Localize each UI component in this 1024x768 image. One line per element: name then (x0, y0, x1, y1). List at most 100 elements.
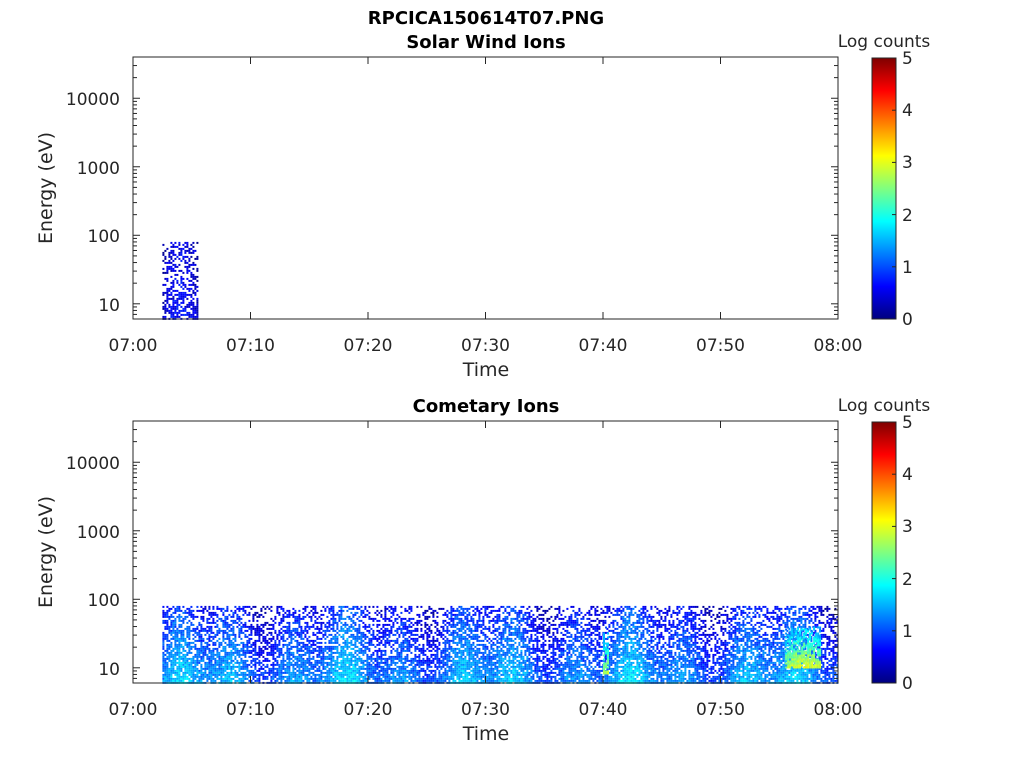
heatmap-cell (234, 643, 237, 646)
heatmap-cell (340, 621, 343, 624)
heatmap-cell (324, 629, 327, 632)
heatmap-cell (248, 663, 251, 666)
heatmap-cell (300, 657, 303, 660)
heatmap-cell (212, 651, 215, 654)
heatmap-cell (398, 651, 401, 654)
heatmap-cell (216, 605, 219, 608)
heatmap-cell (316, 621, 319, 624)
heatmap-cell (342, 669, 345, 672)
heatmap-cell (178, 657, 181, 660)
heatmap-cell (188, 649, 191, 652)
heatmap-cell (456, 663, 459, 666)
heatmap-cell (168, 679, 171, 682)
heatmap-cell (330, 637, 333, 640)
heatmap-cell (518, 637, 521, 640)
heatmap-cell (350, 617, 353, 620)
heatmap-cell (166, 309, 169, 312)
heatmap-cell (230, 639, 233, 642)
heatmap-cell (196, 303, 199, 306)
heatmap-cell (180, 635, 183, 638)
heatmap-cell (166, 287, 169, 290)
heatmap-cell (482, 623, 485, 626)
heatmap-cell (514, 655, 517, 658)
heatmap-cell (502, 673, 505, 676)
heatmap-cell (224, 655, 227, 658)
heatmap-cell (182, 277, 185, 280)
heatmap-cell (520, 645, 523, 648)
heatmap-cell (182, 677, 185, 680)
heatmap-cell (506, 677, 509, 680)
heatmap-cell (258, 673, 261, 676)
heatmap-cell (368, 667, 371, 670)
heatmap-cell (228, 613, 231, 616)
heatmap-cell (330, 627, 333, 630)
heatmap-cell (224, 677, 227, 680)
heatmap-cell (430, 611, 433, 614)
heatmap-cell (306, 647, 309, 650)
heatmap-cell (334, 645, 337, 648)
heatmap-cell (166, 669, 169, 672)
heatmap-cell (472, 629, 475, 632)
heatmap-cell (294, 627, 297, 630)
heatmap-cell (244, 621, 247, 624)
heatmap-cell (434, 609, 437, 612)
heatmap-cell (218, 651, 221, 654)
heatmap-cell (362, 659, 365, 662)
heatmap-cell (518, 677, 521, 680)
heatmap-cell (458, 647, 461, 650)
heatmap-cell (398, 655, 401, 658)
heatmap-cell (454, 629, 457, 632)
heatmap-cell (508, 649, 511, 652)
heatmap-cell (224, 609, 227, 612)
heatmap-cell (392, 611, 395, 614)
heatmap-cell (168, 615, 171, 618)
heatmap-cell (182, 665, 185, 668)
heatmap-cell (362, 677, 365, 680)
heatmap-cell (424, 609, 427, 612)
heatmap-cell (492, 663, 495, 666)
heatmap-cell (310, 605, 313, 608)
heatmap-cell (198, 679, 201, 682)
heatmap-cell (256, 669, 259, 672)
heatmap-cell (402, 679, 405, 682)
heatmap-cell (196, 647, 199, 650)
heatmap-cell (438, 643, 441, 646)
heatmap-cell (368, 675, 371, 678)
heatmap-cell (220, 663, 223, 666)
heatmap-cell (212, 657, 215, 660)
heatmap-cell (184, 283, 187, 286)
heatmap-cell (526, 649, 529, 652)
heatmap-cell (174, 611, 177, 614)
heatmap-cell (194, 291, 197, 294)
heatmap-cell (418, 643, 421, 646)
heatmap-cell (468, 671, 471, 674)
heatmap-cell (488, 641, 491, 644)
heatmap-cell (286, 629, 289, 632)
heatmap-cell (302, 637, 305, 640)
heatmap-cell (496, 635, 499, 638)
heatmap-cell (164, 663, 167, 666)
heatmap-cell (264, 645, 267, 648)
heatmap-cell (452, 663, 455, 666)
heatmap-cell (274, 643, 277, 646)
heatmap-cell (406, 665, 409, 668)
heatmap-cell (458, 673, 461, 676)
heatmap-cell (308, 655, 311, 658)
heatmap-cell (374, 659, 377, 662)
heatmap-cell (176, 651, 179, 654)
heatmap-cell (240, 661, 243, 664)
heatmap-cell (174, 293, 177, 296)
heatmap-cell (330, 667, 333, 670)
heatmap-cell (336, 671, 339, 674)
heatmap-cell (366, 625, 369, 628)
heatmap-cell (228, 651, 231, 654)
heatmap-cell (292, 669, 295, 672)
heatmap-cell (450, 647, 453, 650)
heatmap-cell (252, 659, 255, 662)
heatmap-cell (368, 677, 371, 680)
heatmap-cell (506, 641, 509, 644)
heatmap-cell (244, 661, 247, 664)
heatmap-cell (282, 617, 285, 620)
heatmap-cell (294, 609, 297, 612)
heatmap-cell (458, 605, 461, 608)
